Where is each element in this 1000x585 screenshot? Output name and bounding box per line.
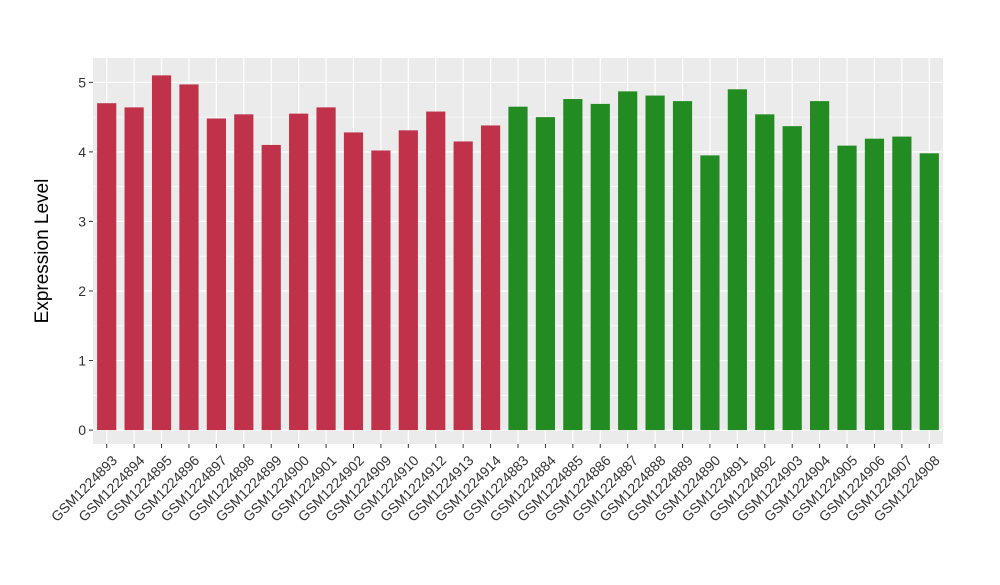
bar <box>782 126 802 431</box>
bar <box>179 84 199 431</box>
bar <box>398 130 418 431</box>
bar <box>864 138 885 431</box>
bar <box>535 117 556 431</box>
x-axis: GSM1224893GSM1224894GSM1224895GSM1224896… <box>48 444 943 525</box>
y-tick-label: 0 <box>78 422 86 438</box>
bar <box>480 125 501 431</box>
bar <box>919 153 939 431</box>
y-axis-title: Expression Level <box>32 179 53 324</box>
bar <box>508 106 528 431</box>
bar <box>97 103 117 431</box>
bar <box>289 113 309 431</box>
bar <box>563 99 583 431</box>
bar <box>755 114 775 431</box>
bar <box>892 136 912 431</box>
bar <box>837 145 857 431</box>
y-tick-label: 4 <box>78 144 86 160</box>
bar <box>590 103 610 431</box>
bar <box>645 95 665 431</box>
bar <box>206 118 226 431</box>
bar <box>371 150 391 431</box>
bar <box>343 132 364 431</box>
y-tick-label: 1 <box>78 353 86 369</box>
bar <box>426 111 446 431</box>
bar <box>234 114 254 431</box>
bars-group <box>97 75 939 431</box>
bar <box>316 107 336 431</box>
bar <box>700 155 720 431</box>
bar <box>672 101 693 431</box>
y-tick-label: 5 <box>78 74 86 90</box>
bar <box>261 144 281 431</box>
y-tick-label: 3 <box>78 213 86 229</box>
bar <box>151 75 172 431</box>
y-axis: 0 1 2 3 4 5 <box>78 74 93 438</box>
bar <box>727 89 747 431</box>
bar <box>453 141 473 431</box>
y-tick-label: 2 <box>78 283 86 299</box>
bar <box>124 107 144 431</box>
bar <box>618 91 638 431</box>
bar <box>810 101 830 431</box>
